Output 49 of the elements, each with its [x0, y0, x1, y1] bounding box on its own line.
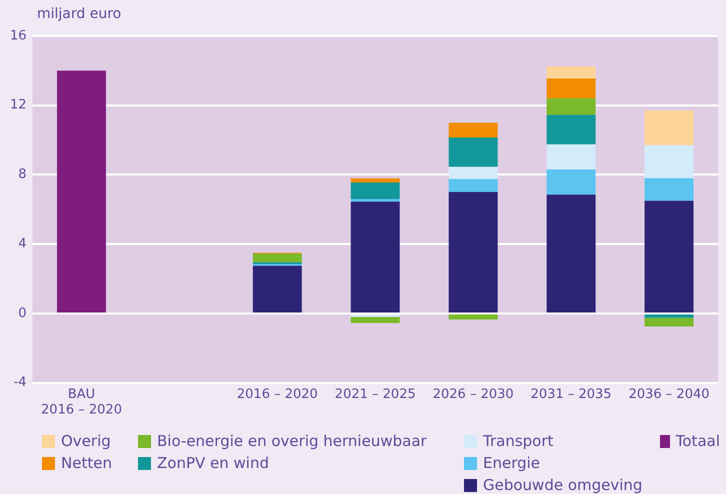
x-tick-label: 2026 – 2030: [432, 386, 514, 402]
legend-label: ZonPV en wind: [157, 453, 270, 474]
x-tick-label: BAU 2016 – 2020: [41, 386, 122, 418]
y-tick-label: 4: [18, 236, 27, 252]
bar: [448, 166, 498, 180]
y-tick-label: 12: [10, 98, 27, 113]
legend-label: Totaal: [676, 431, 720, 452]
bar: [448, 192, 498, 312]
legend-label: Bio-energie en overig hernieuwbaar: [157, 431, 427, 452]
bar: [448, 179, 498, 192]
x-tick-label: 2036 – 2040: [628, 386, 710, 402]
bar: [546, 194, 596, 312]
x-tick-label: 2031 – 2035: [530, 386, 612, 402]
bar: [644, 110, 694, 146]
y-tick-label: 8: [18, 167, 27, 182]
bar: [350, 178, 400, 183]
y-tick-label: 16: [10, 28, 27, 44]
bar: [546, 144, 596, 170]
bar: [644, 314, 694, 318]
bar: [546, 66, 596, 78]
bar: [644, 178, 694, 201]
legend-label: Energie: [483, 453, 540, 474]
bar: [546, 78, 596, 98]
x-tick-label: 2016 – 2020: [236, 386, 318, 402]
x-tick-label: 2021 – 2025: [334, 386, 416, 402]
bar: [350, 316, 400, 323]
bar: [57, 70, 106, 312]
bar: [350, 198, 400, 202]
y-axis-title: miljard euro: [37, 6, 122, 22]
bar: [546, 98, 596, 115]
bar: [546, 170, 596, 195]
bar: [448, 137, 498, 167]
legend-label: Overig: [61, 431, 111, 452]
bar: [644, 318, 694, 326]
y-tick-label: 0: [18, 306, 27, 321]
bar: [252, 266, 302, 312]
bar: [448, 314, 498, 320]
legend-label: Transport: [483, 431, 554, 452]
bar: [350, 182, 400, 199]
y-tick-label: -4: [14, 375, 27, 390]
legend-label: Netten: [61, 453, 112, 474]
bar: [350, 314, 400, 317]
bar: [644, 200, 694, 312]
legend-label: Gebouwde omgeving: [483, 475, 642, 494]
bar: [350, 202, 400, 312]
bar: [448, 122, 498, 138]
bar: [546, 114, 596, 144]
bar: [252, 254, 302, 262]
bar: [644, 145, 694, 178]
